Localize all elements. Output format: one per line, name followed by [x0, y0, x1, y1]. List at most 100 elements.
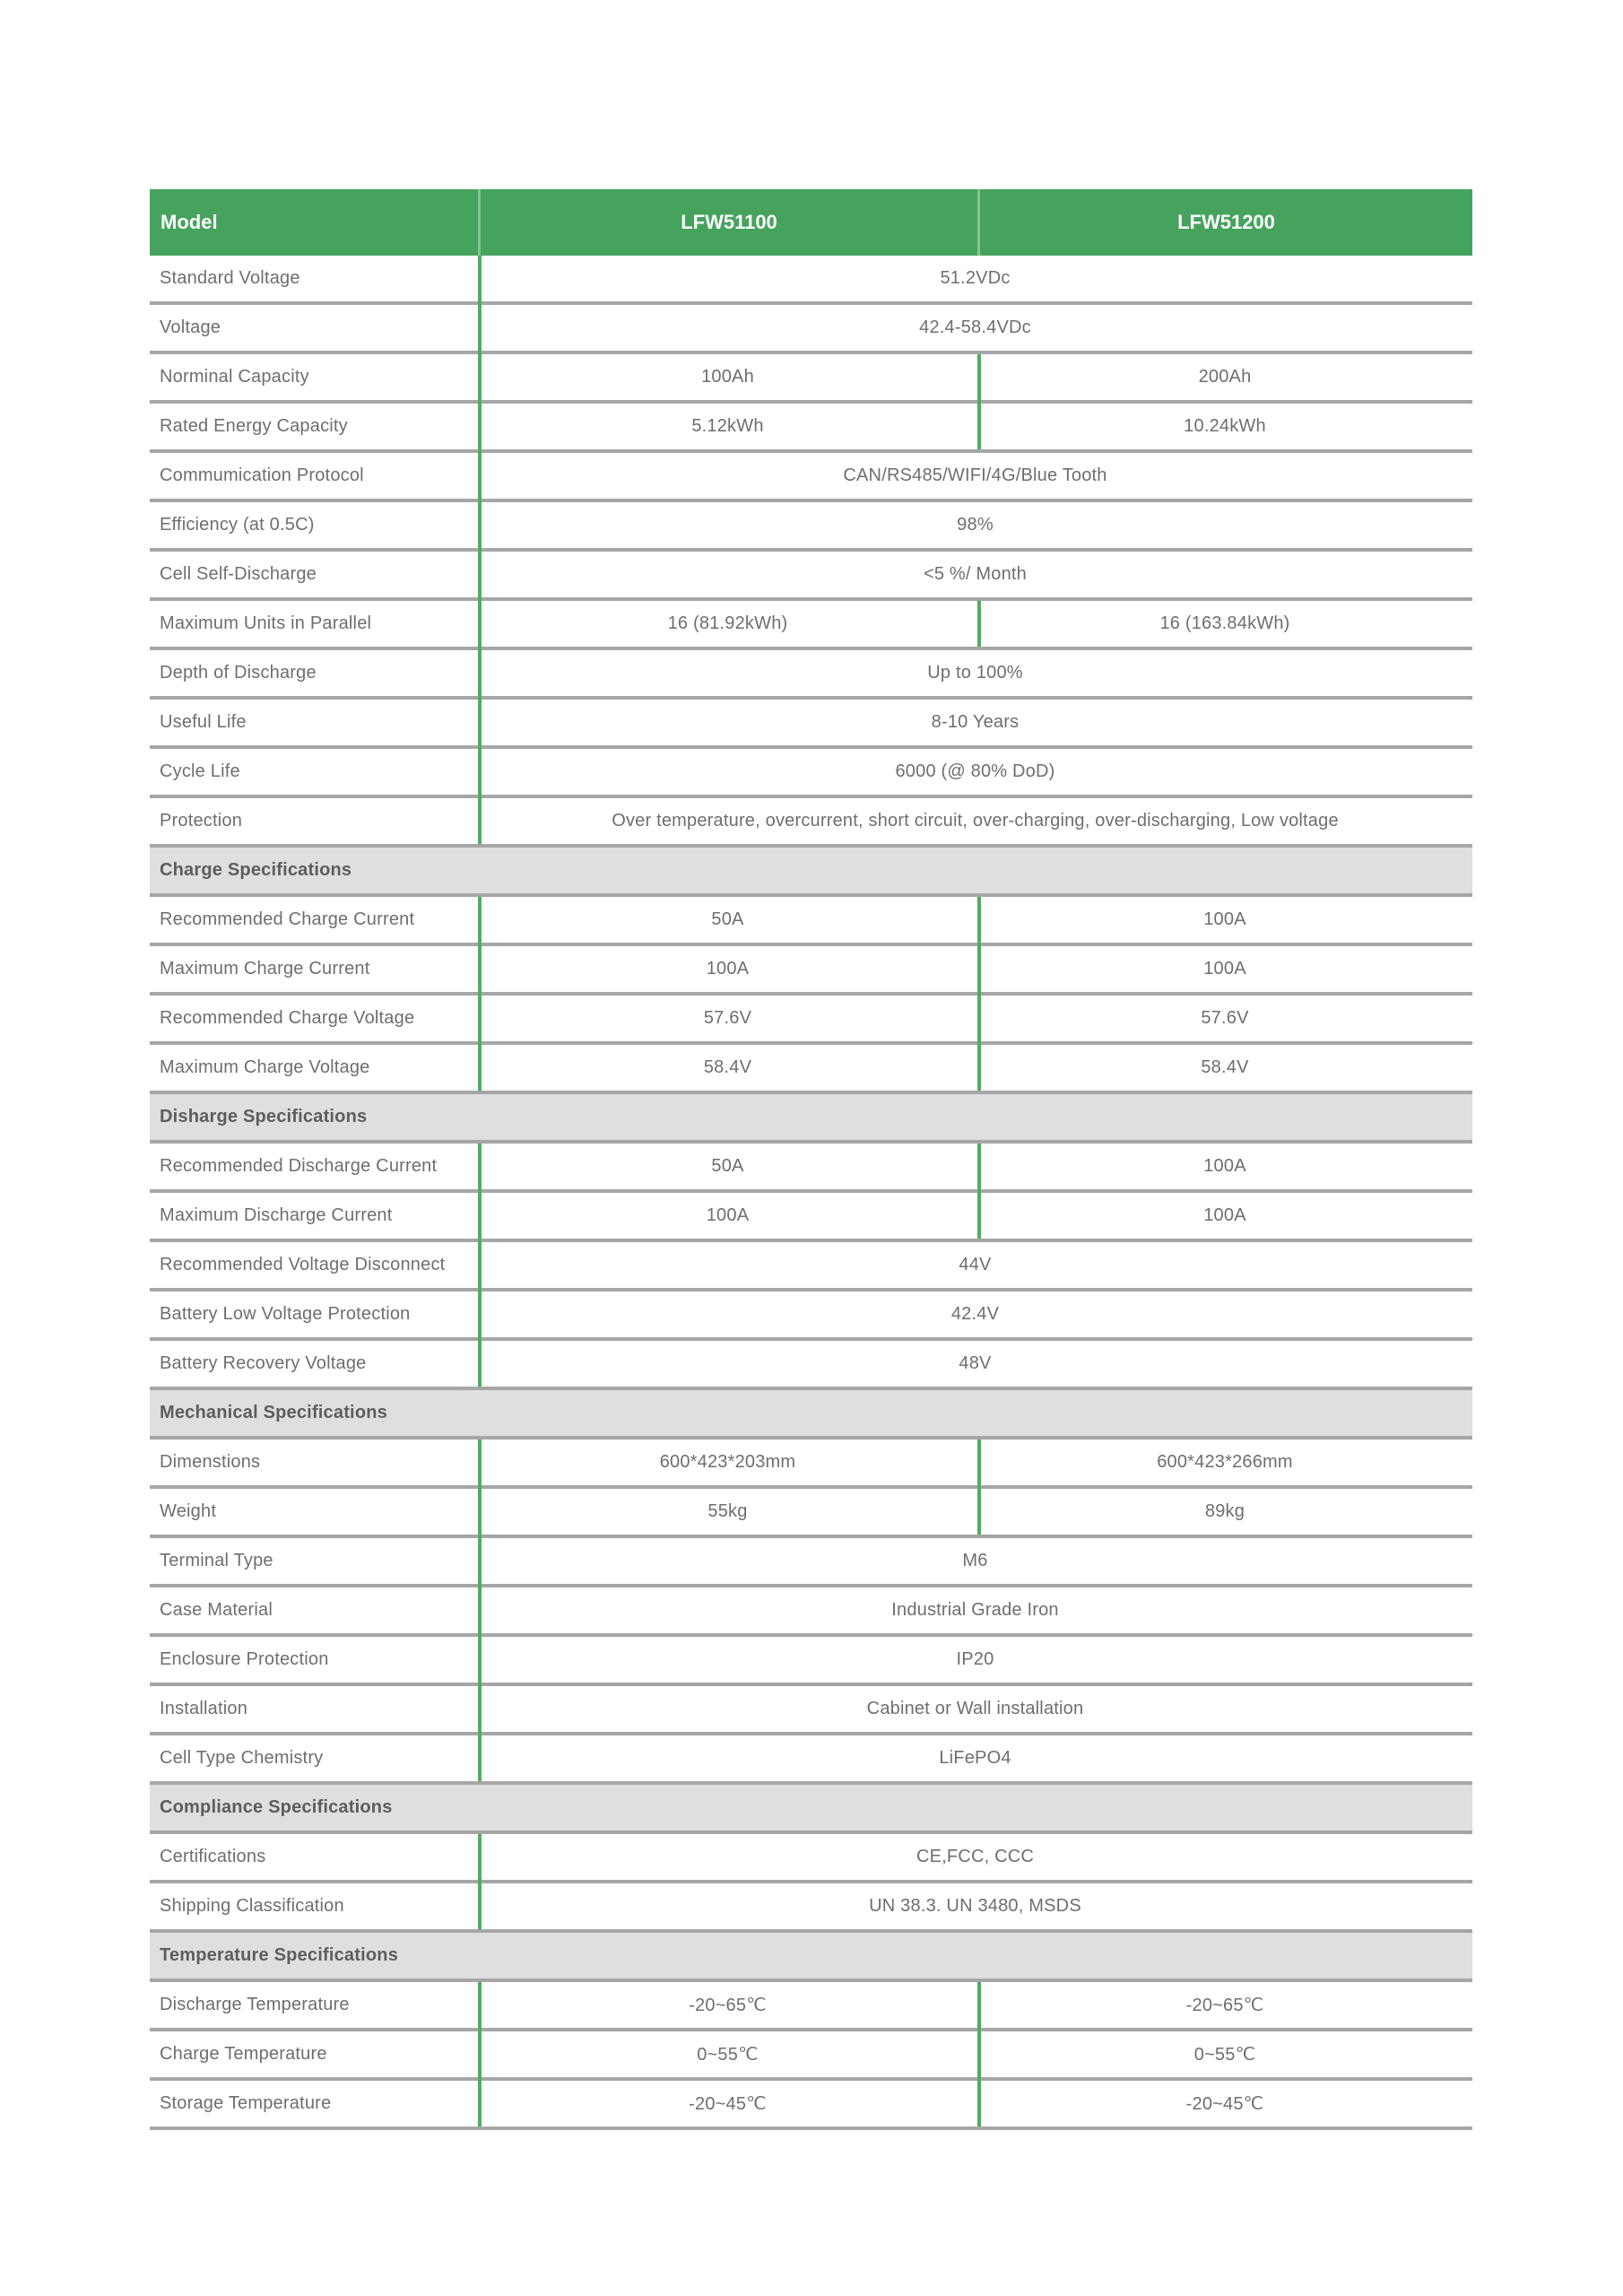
spec-value-lfw51100: 50A [711, 909, 744, 929]
spec-value-lfw51100: 100A [706, 959, 750, 978]
battery-spec-table: Model LFW51100 LFW51200 Standard Voltage… [150, 189, 1472, 2130]
label-column-divider-line [478, 601, 482, 650]
spec-value-shared: LiFePO4 [939, 1748, 1011, 1768]
spec-row: Storage Temperature -20~45℃ -20~45℃ [150, 2081, 1472, 2130]
spec-value-lfw51100: 55kg [707, 1501, 748, 1521]
label-column-divider-line [478, 1883, 482, 1929]
spec-row: Battery Low Voltage Protection 42.4V [150, 1292, 1472, 1341]
model-column-divider-line [977, 1439, 981, 1489]
spec-value-lfw51200: 600*423*266mm [1157, 1452, 1293, 1472]
column-header-lfw51100: LFW51100 [478, 189, 977, 256]
model-column-divider-line [977, 1193, 981, 1239]
spec-label: Efficiency (at 0.5C) [160, 515, 315, 535]
table-header-row: Model LFW51100 LFW51200 [150, 189, 1472, 256]
model-column-divider-line [977, 897, 981, 946]
label-column-divider-line [478, 354, 482, 404]
label-column-divider-line [478, 1045, 482, 1091]
label-column-divider-line [478, 502, 482, 552]
label-column-divider-line [478, 453, 482, 502]
spec-row: Recommended Charge Current 50A 100A [150, 897, 1472, 946]
spec-row: Enclosure Protection IP20 [150, 1637, 1472, 1686]
spec-value-lfw51200: 57.6V [1201, 1008, 1249, 1028]
spec-value-lfw51200: 100A [1203, 1156, 1246, 1176]
section-header-row: Disharge Specifications [150, 1094, 1472, 1144]
spec-value-shared: UN 38.3. UN 3480, MSDS [869, 1896, 1081, 1916]
spec-value-lfw51100: 16 (81.92kWh) [667, 613, 788, 633]
spec-value-lfw51200: -20~45℃ [1185, 2094, 1264, 2114]
spec-value-lfw51100: -20~65℃ [689, 1996, 767, 2015]
spec-value-lfw51100: 50A [711, 1156, 744, 1176]
spec-row: Case Material Industrial Grade Iron [150, 1587, 1472, 1637]
spec-row: Terminal Type M6 [150, 1538, 1472, 1587]
spec-value-shared: 6000 (@ 80% DoD) [895, 761, 1055, 781]
table-body: Standard Voltage 51.2VDc Voltage 42.4-58.4V… [150, 256, 1472, 2130]
spec-row: Commumication Protocol CAN/RS485/WIFI/4G/… [150, 453, 1472, 502]
spec-value-lfw51200: 200Ah [1198, 367, 1252, 387]
model-header-cell: Model [161, 211, 218, 233]
spec-row: Recommended Discharge Current 50A 100A [150, 1144, 1472, 1193]
model-column-divider-line [977, 1982, 981, 2031]
spec-label: Enclosure Protection [160, 1649, 329, 1669]
label-column-divider-line [478, 1144, 482, 1193]
spec-value-shared: CAN/RS485/WIFI/4G/Blue Tooth [843, 465, 1107, 485]
spec-value-shared: 42.4-58.4VDc [919, 317, 1031, 337]
spec-value-lfw51100: 0~55℃ [697, 2045, 759, 2065]
spec-value-lfw51100: -20~45℃ [689, 2094, 767, 2114]
spec-label: Discharge Temperature [160, 1995, 350, 2014]
spec-row: Voltage 42.4-58.4VDc [150, 305, 1472, 354]
label-column-divider-line [478, 1735, 482, 1781]
section-header-row: Charge Specifications [150, 848, 1472, 897]
spec-row: Norminal Capacity 100Ah 200Ah [150, 354, 1472, 404]
spec-row: Shipping Classification UN 38.3. UN 3480,… [150, 1883, 1472, 1933]
spec-value-shared: 51.2VDc [940, 268, 1011, 288]
spec-row: Useful Life 8-10 Years [150, 700, 1472, 749]
spec-row: Cell Type Chemistry LiFePO4 [150, 1735, 1472, 1785]
label-column-divider-line [478, 2081, 482, 2126]
spec-value-lfw51100: 100A [706, 1205, 750, 1225]
model-column-divider-line [977, 404, 981, 449]
spec-label: Useful Life [160, 712, 247, 732]
spec-label: Certifications [160, 1847, 266, 1866]
column-header-lfw51200: LFW51200 [977, 189, 1472, 256]
spec-value-shared: 48V [959, 1353, 992, 1373]
label-column-divider-line [478, 749, 482, 798]
spec-label: Cell Self-Discharge [160, 564, 317, 584]
spec-row: Standard Voltage 51.2VDc [150, 256, 1472, 305]
spec-row: Cell Self-Discharge <5 %/ Month [150, 552, 1472, 601]
model-column-divider-line [977, 946, 981, 996]
spec-row: Cycle Life 6000 (@ 80% DoD) [150, 749, 1472, 798]
model-column-divider-line [977, 2031, 981, 2081]
spec-label: Recommended Voltage Disconnect [160, 1255, 446, 1274]
label-column-divider-line [478, 256, 482, 305]
label-column-divider-line [478, 700, 482, 749]
spec-row: Charge Temperature 0~55℃ 0~55℃ [150, 2031, 1472, 2081]
spec-label: Shipping Classification [160, 1896, 344, 1916]
spec-row: Maximum Units in Parallel 16 (81.92kWh) 16… [150, 601, 1472, 650]
spec-label: Maximum Charge Current [160, 959, 370, 978]
label-column-divider-line [478, 1341, 482, 1387]
label-column-divider-line [478, 1587, 482, 1637]
spec-label: Protection [160, 811, 243, 831]
spec-value-shared: 8-10 Years [931, 712, 1020, 732]
model-column-divider-line [977, 1045, 981, 1091]
label-column-divider-line [478, 404, 482, 453]
label-column-divider-line [478, 1242, 482, 1292]
spec-value-lfw51100: 5.12kWh [691, 416, 764, 436]
spec-value-lfw51200: 10.24kWh [1184, 416, 1266, 436]
spec-value-lfw51100: 57.6V [703, 1008, 752, 1028]
spec-label: Battery Low Voltage Protection [160, 1304, 411, 1324]
spec-row: Maximum Charge Current 100A 100A [150, 946, 1472, 996]
label-column-divider-line [478, 552, 482, 601]
spec-label: Rated Energy Capacity [160, 416, 348, 436]
label-column-divider-line [478, 946, 482, 996]
spec-label: Cycle Life [160, 761, 240, 781]
spec-value-shared: IP20 [956, 1649, 994, 1669]
label-column-divider-line [478, 1637, 482, 1686]
spec-value-shared: 42.4V [950, 1304, 1000, 1324]
spec-value-lfw51100: 58.4V [703, 1057, 752, 1077]
spec-label: Norminal Capacity [160, 367, 309, 387]
spec-label: Voltage [160, 317, 221, 337]
spec-value-shared: <5 %/ Month [923, 564, 1028, 584]
label-column-divider-line [478, 1834, 482, 1883]
